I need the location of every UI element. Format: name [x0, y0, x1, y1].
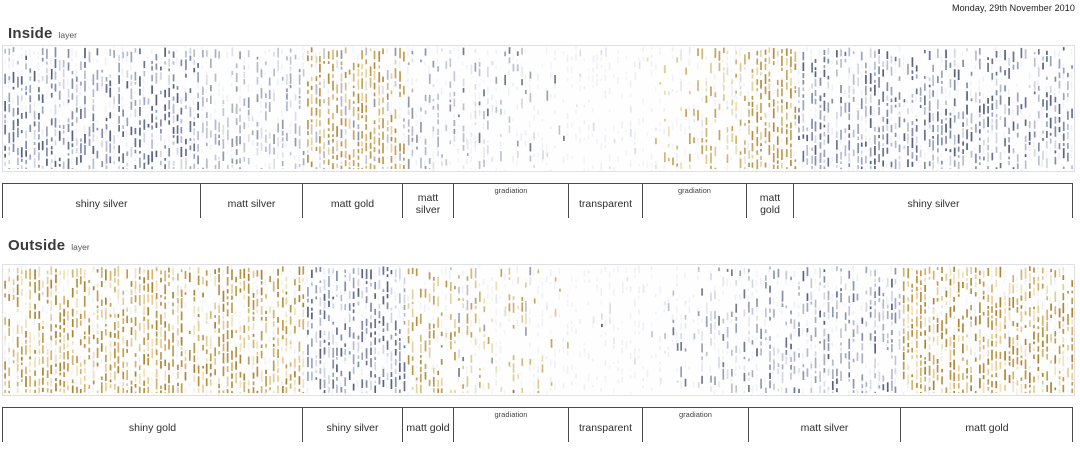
layer-title-suffix: layer	[58, 30, 77, 40]
inside-band-segment: gradiation	[453, 184, 568, 218]
inside-label-bar: shiny silver matt silver matt gold matt sil…	[2, 183, 1073, 218]
inside-band-segment: matt silver	[200, 184, 302, 218]
band-label: gradiation	[494, 410, 528, 419]
band-label: transparent	[578, 421, 633, 434]
band-label: matt gold	[965, 421, 1009, 434]
inside-band-segment: matt gold	[746, 184, 793, 218]
bar-end-tick	[1072, 408, 1073, 442]
bar-end-tick	[1072, 184, 1073, 218]
band-label: shiny gold	[128, 421, 177, 434]
band-label: gradiation	[494, 186, 528, 195]
band-label: matt silver	[415, 192, 441, 216]
inside-band-segment: matt gold	[302, 184, 402, 218]
band-label: shiny silver	[75, 197, 128, 210]
inside-texture-strip	[2, 45, 1075, 172]
outside-band-segment: gradiation	[453, 408, 568, 442]
outside-band-segment: gradiation	[642, 408, 748, 442]
outside-layer-title: Outside layer	[8, 237, 90, 254]
band-label: gradiation	[679, 410, 712, 419]
band-label: gradiation	[678, 186, 711, 195]
inside-band-segment: matt silver	[402, 184, 453, 218]
outside-band-segment: matt silver	[748, 408, 900, 442]
band-label: matt gold	[330, 197, 375, 210]
outside-band-segment: shiny silver	[302, 408, 402, 442]
layer-title-text: Outside	[8, 237, 66, 254]
band-label: transparent	[578, 197, 633, 210]
outside-label-bar: shiny gold shiny silver matt gold gradiatio…	[2, 407, 1073, 442]
inside-band-segment: shiny silver	[793, 184, 1073, 218]
band-label: shiny silver	[907, 197, 960, 210]
inside-band-segment: transparent	[568, 184, 642, 218]
band-label: matt gold	[759, 192, 781, 216]
inside-layer-title: Inside layer	[8, 25, 77, 42]
band-label: matt silver	[800, 421, 849, 434]
band-label: shiny silver	[326, 421, 379, 434]
outside-band-segment: transparent	[568, 408, 642, 442]
outside-band-segment: matt gold	[402, 408, 453, 442]
outside-texture-strip	[2, 264, 1075, 396]
outside-band-segment: shiny gold	[2, 408, 302, 442]
outside-band-segment: matt gold	[900, 408, 1073, 442]
band-label: matt silver	[227, 197, 276, 210]
date-label: Monday, 29th November 2010	[951, 3, 1075, 13]
band-label: matt gold	[406, 421, 450, 434]
layer-title-text: Inside	[8, 25, 53, 42]
inside-band-segment: shiny silver	[2, 184, 200, 218]
layer-title-suffix: layer	[71, 242, 90, 252]
inside-band-segment: gradiation	[642, 184, 746, 218]
